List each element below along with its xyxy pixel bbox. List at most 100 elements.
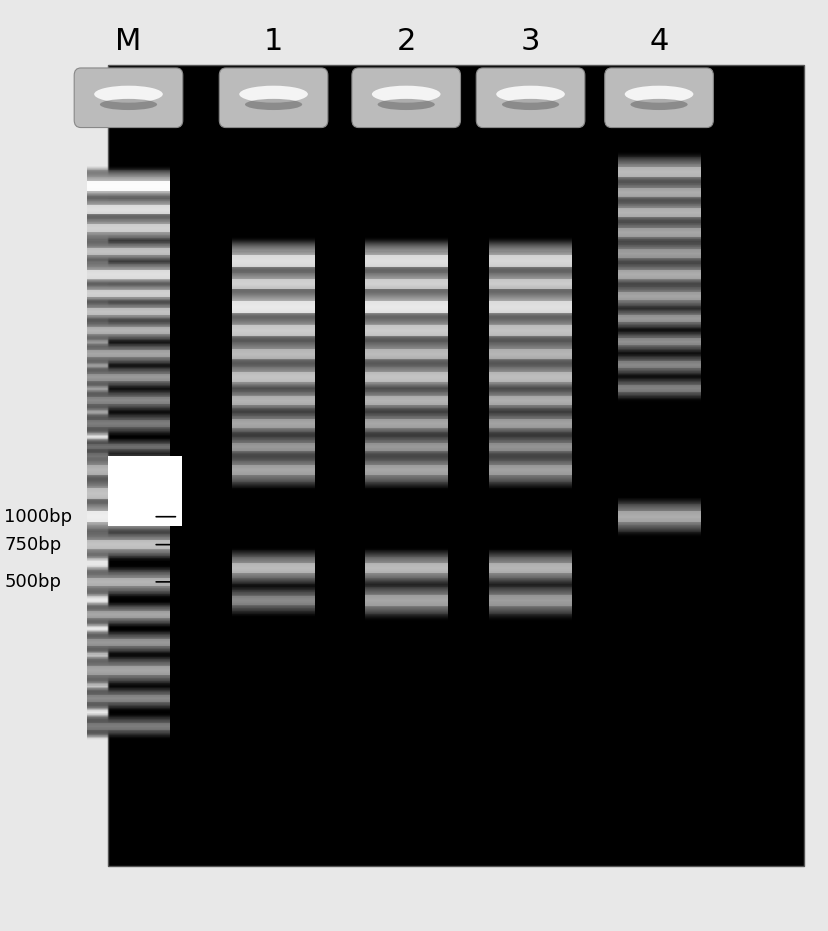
Bar — [87, 506, 170, 528]
Bar — [232, 277, 315, 291]
Bar — [617, 364, 700, 366]
Bar — [87, 398, 170, 402]
Bar — [364, 469, 447, 471]
Bar — [617, 503, 700, 531]
Bar — [87, 212, 170, 244]
Bar — [617, 279, 700, 313]
Bar — [617, 227, 700, 238]
Bar — [364, 293, 447, 321]
Bar — [364, 328, 447, 333]
Bar — [87, 203, 170, 216]
Bar — [617, 307, 700, 330]
Bar — [489, 371, 571, 383]
Bar — [232, 596, 315, 605]
Bar — [364, 365, 447, 389]
Bar — [87, 165, 170, 207]
Bar — [489, 549, 571, 587]
Bar — [617, 204, 700, 221]
Bar — [617, 515, 700, 519]
Bar — [232, 244, 315, 277]
Bar — [489, 418, 571, 429]
Bar — [364, 555, 447, 581]
Bar — [617, 317, 700, 320]
Bar — [87, 369, 170, 385]
Bar — [617, 270, 700, 279]
Bar — [489, 393, 571, 408]
Bar — [489, 287, 571, 328]
Bar — [87, 629, 170, 655]
Bar — [617, 331, 700, 353]
Bar — [87, 466, 170, 474]
Bar — [489, 329, 571, 332]
Bar — [364, 383, 447, 418]
Bar — [617, 317, 700, 319]
Bar — [87, 612, 170, 617]
Bar — [617, 266, 700, 283]
Bar — [232, 249, 315, 273]
Bar — [617, 218, 700, 248]
Bar — [87, 393, 170, 408]
Bar — [87, 600, 170, 628]
Bar — [489, 278, 571, 290]
Bar — [232, 357, 315, 398]
Bar — [232, 550, 315, 586]
Bar — [364, 374, 447, 380]
Bar — [617, 188, 700, 197]
Bar — [87, 415, 170, 432]
Bar — [489, 387, 571, 413]
Bar — [232, 597, 315, 604]
Bar — [87, 529, 170, 560]
Bar — [364, 271, 447, 297]
Bar — [364, 594, 447, 608]
Bar — [617, 219, 700, 247]
Bar — [232, 290, 315, 325]
Bar — [87, 453, 170, 487]
Bar — [87, 389, 170, 412]
Bar — [617, 386, 700, 390]
Bar — [87, 614, 170, 615]
Bar — [489, 421, 571, 426]
Bar — [489, 376, 571, 378]
Bar — [87, 272, 170, 277]
Bar — [87, 341, 170, 367]
Bar — [364, 550, 447, 586]
Bar — [87, 693, 170, 704]
Bar — [364, 338, 447, 370]
Bar — [364, 375, 447, 379]
Bar — [87, 171, 170, 201]
Bar — [232, 390, 315, 411]
Bar — [87, 287, 170, 300]
Bar — [364, 419, 447, 428]
Bar — [489, 588, 571, 613]
Bar — [364, 268, 447, 300]
Bar — [364, 439, 447, 454]
Bar — [617, 283, 700, 309]
Bar — [489, 559, 571, 577]
Bar — [617, 203, 700, 222]
Bar — [87, 330, 170, 331]
Bar — [87, 282, 170, 304]
Bar — [232, 563, 315, 573]
Bar — [87, 281, 170, 305]
Bar — [232, 285, 315, 330]
Bar — [232, 299, 315, 316]
Bar — [489, 303, 571, 312]
Bar — [617, 336, 700, 347]
Bar — [364, 366, 447, 388]
Bar — [364, 464, 447, 477]
Bar — [489, 396, 571, 405]
Bar — [87, 632, 170, 653]
Bar — [364, 364, 447, 390]
Bar — [87, 469, 170, 471]
Bar — [489, 341, 571, 367]
Bar — [364, 420, 447, 427]
Bar — [87, 573, 170, 591]
Bar — [617, 163, 700, 182]
Bar — [617, 238, 700, 268]
Bar — [232, 345, 315, 362]
Bar — [489, 352, 571, 356]
Bar — [87, 376, 170, 378]
Bar — [364, 240, 447, 281]
Bar — [232, 351, 315, 357]
Bar — [87, 270, 170, 279]
